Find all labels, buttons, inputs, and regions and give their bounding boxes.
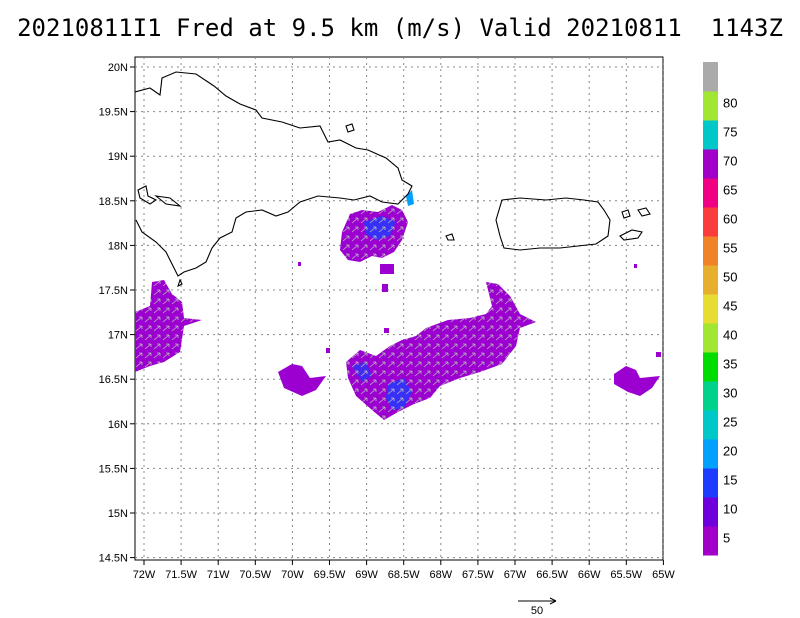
colorbar-label: 45 bbox=[723, 299, 737, 314]
colorbar-swatch bbox=[703, 497, 718, 527]
colorbar-swatch bbox=[703, 410, 718, 440]
colorbar-swatch bbox=[703, 526, 718, 556]
lon-tick-label: 68W bbox=[429, 569, 452, 581]
coastline-puerto-rico bbox=[495, 197, 611, 251]
colorbar-label: 15 bbox=[723, 473, 737, 488]
colorbar-label: 5 bbox=[723, 531, 730, 546]
colorbar-swatch bbox=[703, 236, 718, 266]
wind-region-small-west bbox=[278, 364, 326, 396]
colorbar-swatch bbox=[703, 178, 718, 208]
lon-tick-label: 65W bbox=[652, 569, 675, 581]
colorbar-swatch bbox=[703, 265, 718, 295]
colorbar-label: 65 bbox=[723, 183, 737, 198]
lon-tick-label: 68.5W bbox=[388, 569, 420, 581]
lon-tick-label: 66W bbox=[578, 569, 601, 581]
lat-tick-label: 18.5N bbox=[99, 196, 128, 208]
colorbar-swatch bbox=[703, 120, 718, 150]
colorbar-swatch bbox=[703, 381, 718, 411]
lon-tick-label: 69W bbox=[355, 569, 378, 581]
colorbar-label: 75 bbox=[723, 125, 737, 140]
lon-tick-label: 69.5W bbox=[314, 569, 346, 581]
colorbar-swatch bbox=[703, 91, 718, 121]
plot-frame bbox=[134, 56, 664, 561]
lat-tick-label: 15N bbox=[108, 508, 128, 520]
colorbar-label: 10 bbox=[723, 502, 737, 517]
colorbar-swatch bbox=[703, 207, 718, 237]
lat-tick-label: 19.5N bbox=[99, 107, 128, 119]
colorbar-label: 35 bbox=[723, 357, 737, 372]
lon-tick-label: 71.5W bbox=[165, 569, 197, 581]
colorbar-swatch bbox=[703, 323, 718, 353]
lat-tick-label: 15.5N bbox=[99, 463, 128, 475]
colorbar-label: 60 bbox=[723, 212, 737, 227]
reference-vector: 50 bbox=[518, 597, 557, 617]
lat-tick-label: 16N bbox=[108, 419, 128, 431]
colorbar-label: 70 bbox=[723, 154, 737, 169]
colorbar-label: 55 bbox=[723, 241, 737, 256]
lon-tick-label: 65.5W bbox=[610, 569, 642, 581]
coastlines bbox=[135, 71, 651, 288]
lat-tick-label: 14.5N bbox=[99, 553, 128, 565]
colorbar: 5 10 15 20 25 30 35 40 45 50 55 60 65 70 75 80 bbox=[703, 62, 737, 556]
colorbar-label: 20 bbox=[723, 444, 737, 459]
wind-field bbox=[135, 190, 661, 420]
colorbar-swatch bbox=[703, 62, 718, 92]
colorbar-swatch bbox=[703, 468, 718, 498]
grid-lines bbox=[135, 57, 664, 560]
lon-tick-label: 66.5W bbox=[536, 569, 568, 581]
axes: 72W 71.5W 71W 70.5W 70W 69.5W 69W 68.5W 68W 67.5W… bbox=[99, 62, 676, 581]
lon-tick-label: 72W bbox=[133, 569, 156, 581]
colorbar-swatch bbox=[703, 439, 718, 469]
colorbar-swatch bbox=[703, 352, 718, 382]
colorbar-label: 25 bbox=[723, 415, 737, 430]
lat-tick-label: 18N bbox=[108, 240, 128, 252]
lat-tick-label: 20N bbox=[108, 62, 128, 74]
coastline-hispaniola bbox=[135, 71, 413, 277]
lat-tick-label: 19N bbox=[108, 151, 128, 163]
lon-tick-label: 67.5W bbox=[462, 569, 494, 581]
colorbar-swatch bbox=[703, 149, 718, 179]
wind-region-east bbox=[614, 366, 660, 396]
lon-tick-label: 70.5W bbox=[239, 569, 271, 581]
colorbar-label: 80 bbox=[723, 96, 737, 111]
lat-tick-label: 17N bbox=[108, 330, 128, 342]
colorbar-label: 30 bbox=[723, 386, 737, 401]
lat-tick-label: 17.5N bbox=[99, 285, 128, 297]
colorbar-swatch bbox=[703, 294, 718, 324]
lon-tick-label: 67W bbox=[504, 569, 527, 581]
lon-tick-label: 71W bbox=[207, 569, 230, 581]
map-title: 20210811I1 Fred at 9.5 km (m/s) Valid 20… bbox=[17, 14, 783, 42]
colorbar-label: 50 bbox=[723, 270, 737, 285]
lon-tick-label: 70W bbox=[281, 569, 304, 581]
lat-tick-label: 16.5N bbox=[99, 374, 128, 386]
reference-vector-label: 50 bbox=[531, 605, 543, 617]
colorbar-label: 40 bbox=[723, 328, 737, 343]
